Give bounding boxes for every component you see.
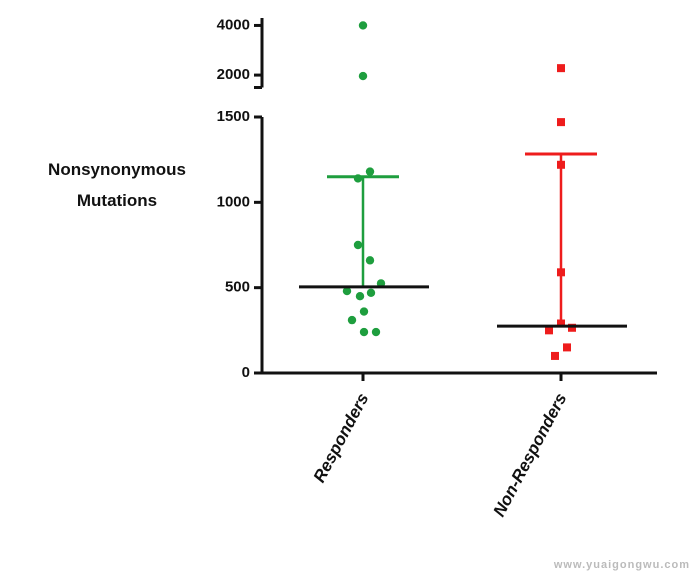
y-axis-label: Mutations xyxy=(77,191,157,210)
point xyxy=(365,167,375,176)
point xyxy=(353,174,363,183)
point xyxy=(347,315,357,325)
y-tick-label: 2000 xyxy=(217,66,250,83)
y-tick-label: 1000 xyxy=(217,193,250,210)
point xyxy=(353,240,363,250)
y-tick-label: 0 xyxy=(242,364,250,381)
x-tick-label: Non-Responders xyxy=(489,390,570,520)
point xyxy=(342,286,352,296)
point xyxy=(563,343,571,352)
point xyxy=(358,71,368,81)
y-tick-label: 4000 xyxy=(217,16,250,33)
y-axis-label: Nonsynonymous xyxy=(48,160,186,179)
point xyxy=(355,292,365,301)
point xyxy=(557,64,565,73)
point xyxy=(545,326,553,335)
point xyxy=(557,319,565,328)
point xyxy=(557,268,565,277)
point xyxy=(551,351,559,360)
point xyxy=(371,327,381,337)
y-tick-label: 1500 xyxy=(217,108,250,125)
point xyxy=(568,323,576,332)
point xyxy=(365,256,375,265)
point xyxy=(557,160,565,169)
watermark: www.yuaigongwu.com xyxy=(553,559,690,571)
point xyxy=(366,288,376,297)
y-tick-label: 500 xyxy=(225,279,250,296)
point xyxy=(557,118,565,127)
point xyxy=(358,21,368,30)
point xyxy=(359,327,369,337)
point xyxy=(359,307,369,316)
x-tick-label: Responders xyxy=(310,390,373,486)
